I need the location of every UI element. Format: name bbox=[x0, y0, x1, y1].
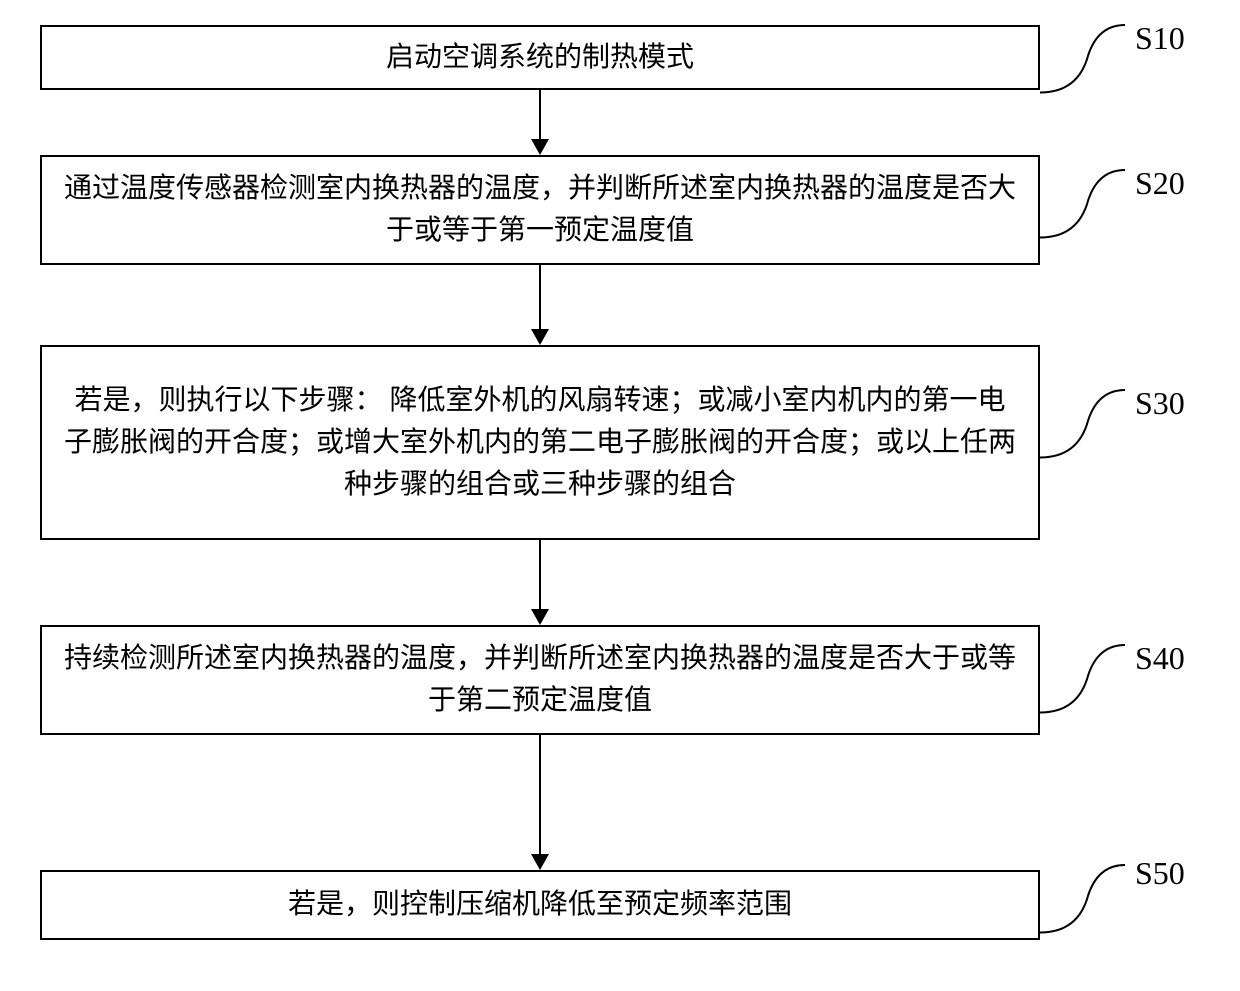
arrow-3 bbox=[0, 0, 1240, 991]
